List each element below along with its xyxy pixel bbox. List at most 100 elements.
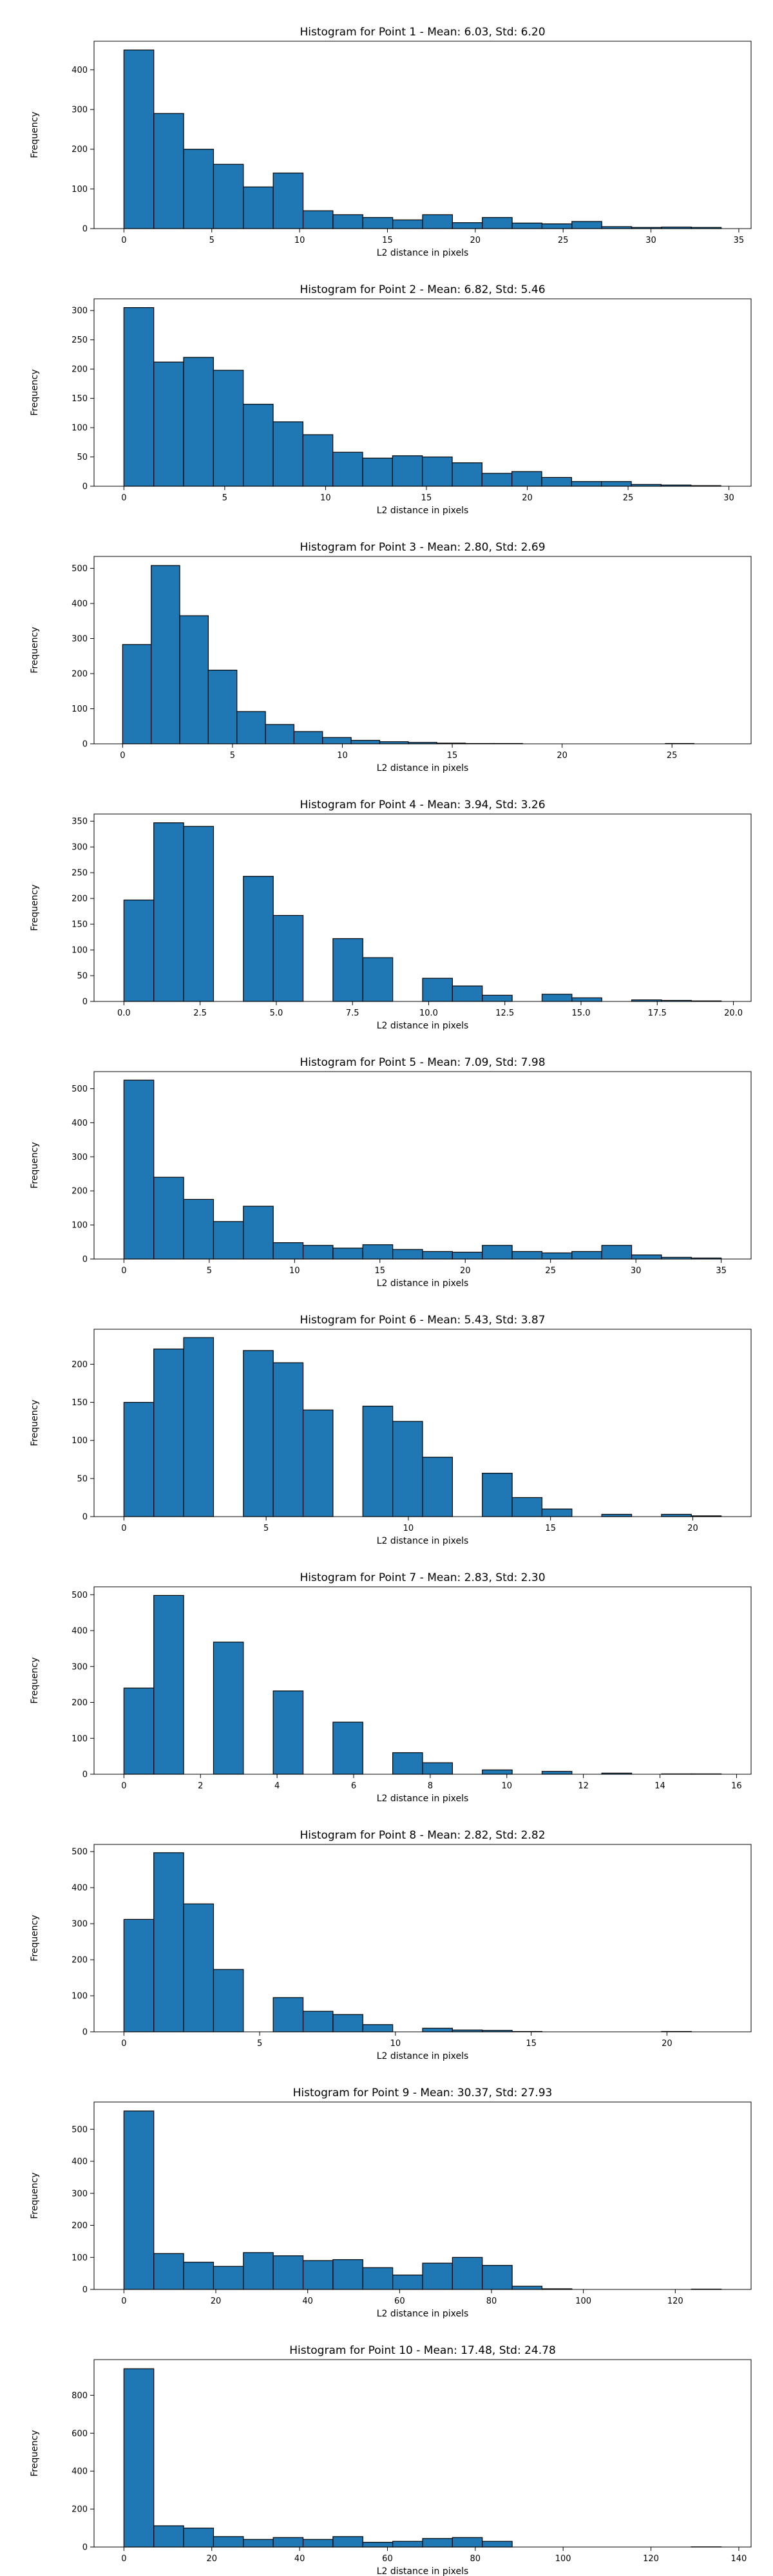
histogram-bar bbox=[452, 1251, 483, 1260]
y-tick-label: 400 bbox=[72, 1627, 88, 1636]
plot-frame bbox=[93, 2101, 752, 2290]
histogram-bar bbox=[422, 978, 453, 1002]
histogram-bar bbox=[243, 1206, 274, 1260]
histogram-bar bbox=[362, 2542, 394, 2548]
plot-frame bbox=[93, 556, 752, 744]
x-axis-label: L2 distance in pixels bbox=[377, 2309, 469, 2318]
histogram-bar bbox=[392, 1249, 423, 1260]
y-tick-label: 200 bbox=[72, 2505, 88, 2515]
histogram-bar bbox=[272, 1242, 304, 1260]
x-axis-label: L2 distance in pixels bbox=[377, 1021, 469, 1030]
y-tick-label: 200 bbox=[72, 895, 88, 904]
histogram-bar bbox=[123, 2368, 155, 2548]
y-tick-label: 350 bbox=[72, 817, 88, 827]
y-tick-label: 0 bbox=[82, 225, 88, 234]
chart-title: Histogram for Point 7 - Mean: 2.83, Std:… bbox=[300, 1571, 545, 1584]
histogram-bar bbox=[422, 1457, 453, 1517]
y-tick-label: 500 bbox=[72, 2125, 88, 2135]
histogram-bar bbox=[452, 462, 482, 487]
histogram-bar bbox=[422, 456, 453, 487]
histogram-bar bbox=[272, 1690, 304, 1775]
histogram-bar bbox=[213, 2266, 244, 2290]
x-tick-label: 10 bbox=[390, 2039, 401, 2049]
x-tick-label: 0 bbox=[121, 2039, 126, 2049]
y-tick-label: 250 bbox=[72, 869, 88, 878]
y-tick-label: 0 bbox=[82, 740, 88, 750]
y-tick-label: 50 bbox=[77, 972, 88, 981]
histogram-bar bbox=[123, 1079, 155, 1260]
y-axis-label: Frequency bbox=[30, 1142, 40, 1188]
x-axis-label: L2 distance in pixels bbox=[377, 763, 469, 773]
histogram-bar bbox=[452, 2257, 483, 2290]
x-tick-label: 0 bbox=[121, 2554, 126, 2564]
y-tick-label: 0 bbox=[82, 1513, 88, 1522]
x-tick-label: 20 bbox=[522, 493, 533, 503]
x-tick-label: 20 bbox=[206, 2554, 217, 2564]
y-tick-label: 400 bbox=[72, 1119, 88, 1128]
plot-frame bbox=[93, 1844, 752, 2032]
histogram-chart-3: Histogram for Point 3 - Mean: 2.80, Std:… bbox=[30, 541, 752, 773]
histogram-bar bbox=[153, 1349, 184, 1517]
histogram-bar bbox=[302, 2260, 334, 2290]
histogram-bar bbox=[272, 2537, 304, 2548]
histogram-bar bbox=[123, 49, 155, 229]
y-tick-label: 200 bbox=[72, 365, 88, 375]
y-axis-label: Frequency bbox=[30, 1657, 40, 1703]
x-tick-label: 0 bbox=[121, 493, 126, 503]
x-tick-label: 25 bbox=[623, 493, 634, 503]
y-tick-label: 0 bbox=[82, 1255, 88, 1265]
histogram-bar bbox=[272, 421, 303, 487]
histogram-bar bbox=[541, 1508, 573, 1517]
y-tick-label: 500 bbox=[72, 564, 88, 574]
histogram-chart-9: Histogram for Point 9 - Mean: 30.37, Std… bbox=[30, 2087, 752, 2318]
histogram-bar bbox=[153, 113, 184, 229]
x-tick-label: 0 bbox=[121, 1524, 126, 1533]
histogram-bar bbox=[123, 2110, 155, 2290]
x-tick-label: 140 bbox=[730, 2554, 747, 2564]
histogram-chart-4: Histogram for Point 4 - Mean: 3.94, Std:… bbox=[30, 799, 752, 1030]
histogram-bar bbox=[661, 1513, 692, 1517]
histogram-bar bbox=[541, 1770, 573, 1775]
x-axis-label: L2 distance in pixels bbox=[377, 2566, 469, 2576]
y-tick-label: 200 bbox=[72, 1956, 88, 1965]
chart-title: Histogram for Point 8 - Mean: 2.82, Std:… bbox=[300, 1829, 545, 1842]
histogram-bar bbox=[541, 477, 572, 487]
histogram-bar bbox=[422, 214, 453, 229]
x-tick-label: 0 bbox=[121, 2297, 126, 2306]
y-tick-label: 100 bbox=[72, 1734, 88, 1744]
histogram-bar bbox=[482, 2541, 513, 2548]
histogram-bar bbox=[183, 2262, 215, 2290]
x-tick-label: 80 bbox=[470, 2554, 481, 2564]
x-tick-label: 25 bbox=[667, 751, 678, 761]
histogram-bar bbox=[482, 1245, 513, 1260]
histogram-bar bbox=[452, 2537, 483, 2548]
histogram-bar bbox=[272, 173, 304, 229]
y-tick-label: 400 bbox=[72, 1884, 88, 1893]
histogram-bar bbox=[332, 1721, 363, 1775]
y-tick-label: 200 bbox=[72, 1360, 88, 1370]
histogram-bar bbox=[153, 1852, 184, 2032]
y-tick-label: 400 bbox=[72, 66, 88, 75]
histogram-bar bbox=[183, 149, 215, 229]
x-tick-label: 30 bbox=[645, 236, 656, 245]
histogram-bar bbox=[272, 1362, 304, 1517]
y-tick-label: 0 bbox=[82, 2543, 88, 2553]
histogram-bar bbox=[511, 1251, 543, 1260]
x-axis-label: L2 distance in pixels bbox=[377, 1794, 469, 1803]
y-tick-label: 0 bbox=[82, 482, 88, 492]
y-tick-label: 500 bbox=[72, 1591, 88, 1600]
plot-frame bbox=[93, 1071, 752, 1260]
y-tick-label: 500 bbox=[72, 1084, 88, 1094]
histogram-bar bbox=[571, 481, 602, 487]
histogram-bar bbox=[332, 1247, 363, 1260]
x-tick-label: 15 bbox=[382, 236, 393, 245]
x-tick-label: 7.5 bbox=[346, 1009, 359, 1018]
histogram-bar bbox=[302, 434, 334, 487]
x-tick-label: 10 bbox=[289, 1266, 300, 1276]
y-tick-label: 0 bbox=[82, 2286, 88, 2295]
x-tick-label: 20.0 bbox=[724, 1009, 743, 1018]
y-tick-label: 150 bbox=[72, 394, 88, 404]
x-tick-label: 40 bbox=[302, 2297, 313, 2306]
histogram-chart-10: Histogram for Point 10 - Mean: 17.48, St… bbox=[30, 2344, 752, 2576]
histogram-bar bbox=[511, 2286, 543, 2290]
